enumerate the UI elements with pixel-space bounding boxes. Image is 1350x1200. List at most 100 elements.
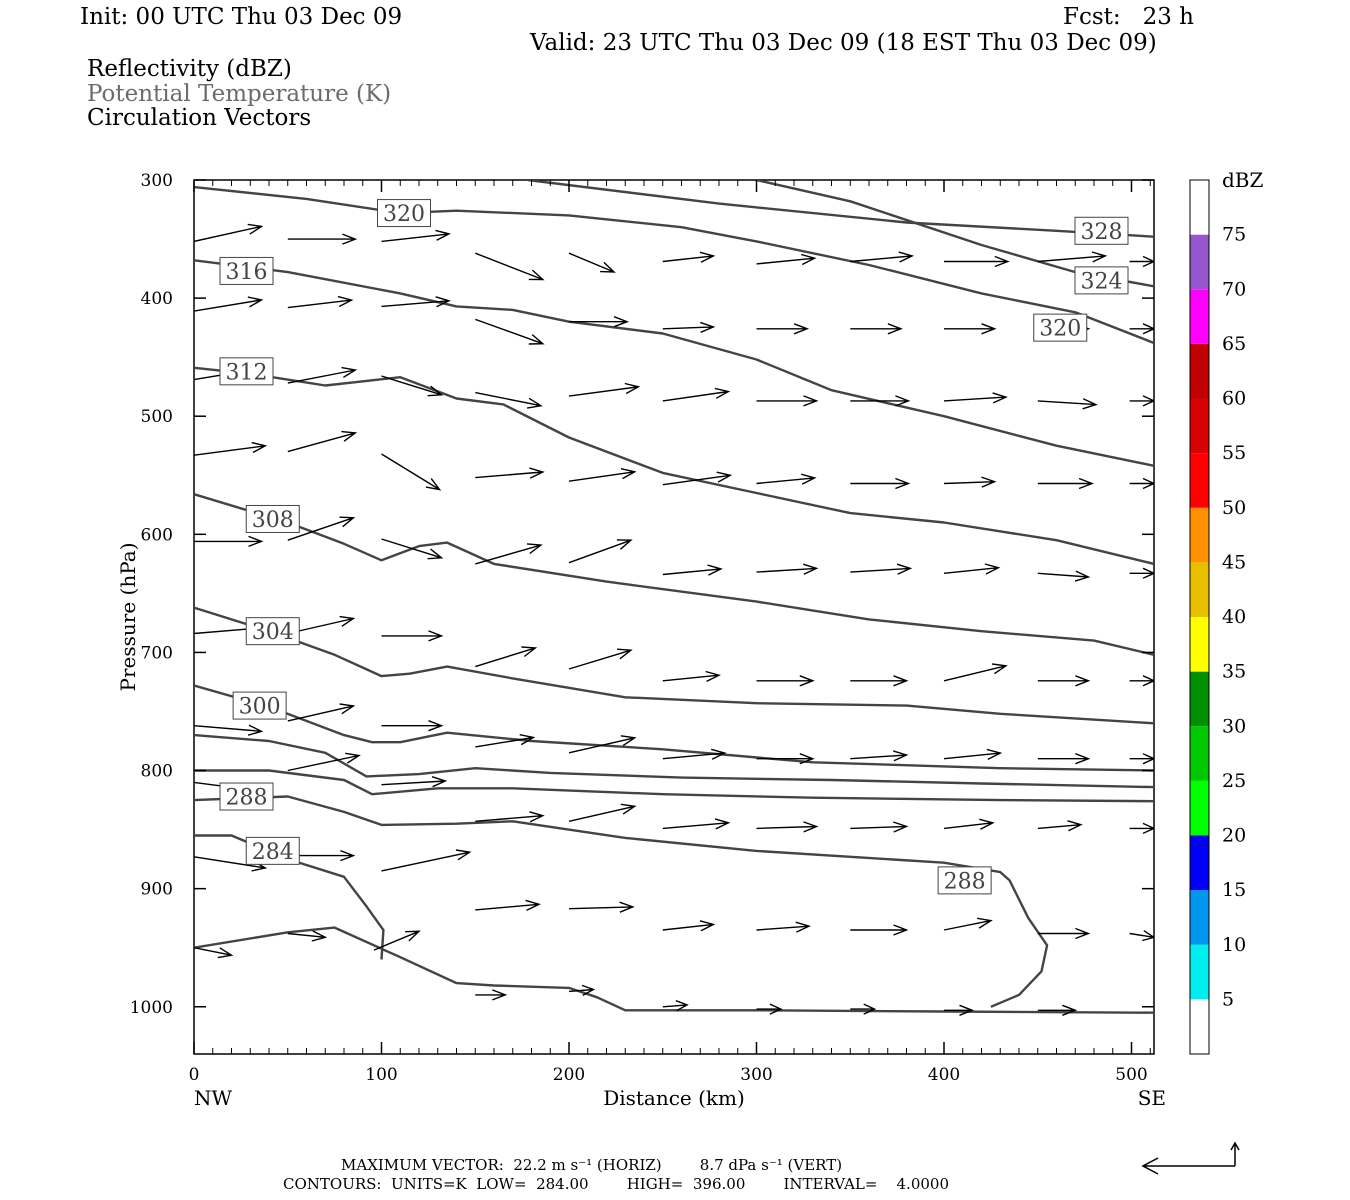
x-tick-label: 500: [1115, 1065, 1147, 1085]
circulation-vector: [1129, 675, 1154, 687]
circulation-vector: [373, 930, 421, 951]
circulation-vector: [756, 753, 815, 765]
circulation-vector: [1129, 395, 1154, 407]
y-tick-label: 600: [141, 525, 173, 545]
reference-vector-vertical: [1230, 1141, 1240, 1166]
circulation-vector: [850, 1003, 877, 1015]
field-potential-temperature: Potential Temperature (K): [87, 81, 392, 107]
circulation-vector: [1129, 323, 1154, 335]
y-tick-label: 500: [141, 407, 173, 427]
colorbar-label: 35: [1222, 661, 1246, 683]
circulation-vector: [381, 776, 448, 788]
circulation-vector: [850, 477, 911, 490]
contour-label: 284: [252, 840, 294, 865]
y-tick-label: 400: [141, 289, 173, 309]
y-tick-label: 700: [141, 643, 173, 663]
colorbar-swatch: [1190, 671, 1209, 727]
max-vector-note: MAXIMUM VECTOR: 22.2 m s⁻¹ (HORIZ) 8.7 d…: [341, 1156, 843, 1174]
circulation-vector: [662, 251, 716, 263]
colorbar-swatch: [1190, 726, 1209, 781]
valid-time: Valid: 23 UTC Thu 03 Dec 09 (18 EST Thu …: [530, 30, 1157, 56]
contour-label: 324: [1081, 269, 1123, 294]
colorbar-label: 60: [1222, 388, 1246, 410]
circulation-vector: [475, 467, 545, 479]
colorbar-swatch: [1190, 617, 1209, 672]
circulation-vector: [1037, 927, 1091, 940]
circulation-vector: [475, 811, 545, 823]
circulation-vector: [381, 453, 442, 491]
theta-contour-292: [194, 769, 1154, 803]
contour-label-box: [232, 691, 287, 720]
circulation-vector: [1129, 477, 1154, 490]
init-time: Init: 00 UTC Thu 03 Dec 09: [80, 4, 403, 30]
circulation-vector: [662, 321, 716, 334]
theta-contour-312: [194, 366, 1154, 566]
contour-label-box: [245, 836, 300, 865]
contour-label: 316: [226, 260, 268, 285]
circulation-vector: [756, 675, 815, 687]
y-tick-label: 1000: [130, 998, 173, 1018]
circulation-vector: [944, 1004, 974, 1016]
theta-contour-288: [194, 795, 1049, 1008]
contour-label-box: [1074, 266, 1129, 295]
circulation-vector: [287, 752, 361, 772]
circulation-vector: [850, 821, 909, 833]
colorbar-label: 70: [1222, 278, 1246, 300]
contour-label-box: [377, 199, 431, 228]
x-tick-label: 0: [189, 1065, 200, 1085]
circulation-vector: [1037, 251, 1108, 263]
x-axis-label: Distance (km): [603, 1086, 745, 1110]
theta-contour-320: [194, 185, 1154, 345]
x-tick-label: 100: [365, 1065, 397, 1085]
circulation-vector: [1037, 477, 1095, 490]
circulation-vector: [287, 516, 356, 541]
circulation-vector: [1129, 255, 1154, 268]
circulation-vector: [944, 323, 997, 335]
contour-label-box: [937, 866, 992, 895]
circulation-vector: [287, 430, 358, 453]
plot-frame: [193, 179, 1155, 1055]
circulation-vector: [943, 748, 1003, 761]
y-tick-label: 300: [141, 171, 173, 191]
circulation-vector: [943, 663, 1008, 682]
forecast-hour: Fcst: 23 h: [1063, 4, 1194, 30]
colorbar-label: 10: [1222, 934, 1246, 956]
circulation-vector: [568, 735, 637, 754]
circulation-vector: [850, 395, 911, 407]
colorbar-label: 55: [1222, 442, 1246, 464]
circulation-vector: [662, 564, 723, 576]
x-tick-label: 300: [740, 1065, 772, 1085]
contour-label: 320: [383, 202, 425, 227]
contour-label: 328: [1081, 220, 1123, 245]
colorbar-swatch: [1190, 343, 1209, 399]
contour-label-box: [245, 617, 300, 646]
circulation-vector: [475, 252, 545, 281]
circulation-vector: [568, 539, 633, 564]
colorbar-label: 45: [1222, 551, 1246, 573]
circulation-vector: [756, 921, 811, 933]
contour-label: 288: [944, 869, 986, 894]
circulation-vector: [662, 1000, 689, 1012]
circulation-vector: [287, 930, 328, 942]
circulation-vector: [1129, 822, 1154, 835]
theta-contour-296: [194, 733, 1154, 789]
colorbar-swatch: [1190, 507, 1209, 563]
circulation-vector: [1037, 753, 1091, 765]
contour-label: 320: [1039, 317, 1081, 342]
circulation-vector: [194, 535, 264, 548]
colorbar-swatch: [1190, 180, 1209, 235]
colorbar-swatch: [1190, 289, 1209, 344]
circulation-vector: [568, 984, 596, 997]
circulation-vector: [475, 318, 545, 345]
circulation-vector: [287, 366, 358, 384]
circulation-vector: [381, 229, 451, 243]
circulation-vector: [850, 563, 913, 575]
colorbar-swatch: [1190, 234, 1209, 290]
circulation-vector: [475, 899, 541, 912]
circulation-vector: [662, 471, 733, 486]
circulation-vector: [662, 818, 731, 830]
circulation-vector: [756, 323, 810, 335]
circulation-vector: [381, 849, 472, 872]
y-tick-label: 900: [141, 880, 173, 900]
circulation-vector: [475, 543, 543, 565]
